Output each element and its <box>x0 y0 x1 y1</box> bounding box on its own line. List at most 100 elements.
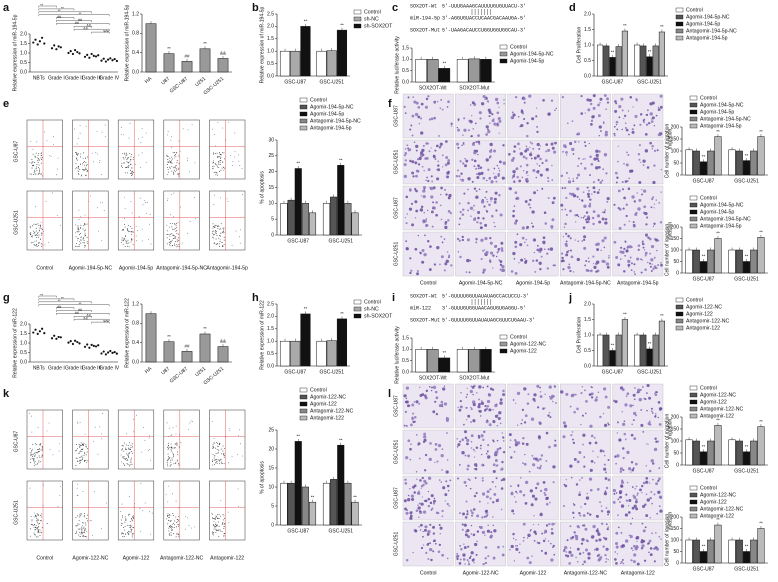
cell <box>538 421 541 424</box>
event <box>238 160 240 162</box>
cell <box>437 550 441 553</box>
cell <box>536 163 538 165</box>
event <box>173 172 175 174</box>
cell <box>560 252 564 255</box>
event <box>38 169 40 171</box>
cell <box>467 454 471 458</box>
cell <box>547 540 550 542</box>
cell <box>629 404 633 408</box>
cell <box>414 529 418 533</box>
cell <box>440 99 442 101</box>
cell <box>515 547 519 551</box>
cell <box>472 419 476 423</box>
cell <box>425 389 429 393</box>
x-tick-label: Grade III <box>82 365 101 371</box>
cell <box>580 423 582 426</box>
legend-label: Control <box>510 334 527 340</box>
event <box>76 448 78 450</box>
cell <box>447 196 451 200</box>
event <box>212 237 214 239</box>
event <box>235 230 237 232</box>
cell <box>625 214 628 218</box>
cell <box>589 488 593 492</box>
significance-label: ** <box>745 153 749 158</box>
event <box>214 463 215 465</box>
cell <box>577 132 581 136</box>
cell <box>535 486 538 490</box>
cell <box>473 456 476 458</box>
event <box>212 531 213 533</box>
event <box>79 241 81 243</box>
cell <box>493 221 495 224</box>
significance-label: ** <box>648 49 652 54</box>
y-tick-label: 0.0 <box>402 79 409 85</box>
event <box>32 148 34 150</box>
panel-letter: l <box>388 388 391 400</box>
cell <box>500 479 503 482</box>
event <box>173 456 174 458</box>
cell <box>444 188 447 191</box>
event <box>214 224 216 226</box>
cell <box>433 100 437 104</box>
cell <box>652 180 656 185</box>
event <box>219 227 221 229</box>
event <box>85 445 87 447</box>
cell <box>629 95 633 99</box>
event <box>49 448 51 450</box>
cell <box>496 101 500 105</box>
cell <box>544 222 548 225</box>
cell <box>469 206 474 210</box>
cell <box>653 447 658 452</box>
cell <box>545 496 549 501</box>
cell <box>479 525 483 530</box>
cell <box>512 251 516 256</box>
event <box>222 245 224 247</box>
cell <box>403 105 406 109</box>
cell <box>442 166 444 168</box>
cell <box>473 562 475 564</box>
cell <box>548 385 552 389</box>
cell <box>480 401 485 405</box>
cell <box>650 459 654 463</box>
cell <box>531 142 534 145</box>
event <box>100 527 102 529</box>
cell <box>483 464 485 467</box>
cell <box>544 538 547 540</box>
cell <box>503 103 505 105</box>
event <box>41 234 42 236</box>
event <box>170 233 172 235</box>
cell <box>479 444 482 447</box>
cell <box>443 402 448 406</box>
cell <box>580 216 583 219</box>
cell <box>631 468 635 472</box>
cell <box>623 420 626 423</box>
y-tick-label: 2.0 <box>584 11 591 17</box>
significance-label: ** <box>611 50 615 55</box>
dot <box>104 60 107 63</box>
cell <box>423 253 427 257</box>
cell <box>466 393 469 396</box>
y-tick-label: 100 <box>671 247 680 253</box>
cell <box>461 238 465 242</box>
cell <box>613 132 616 135</box>
cell <box>659 105 663 109</box>
event <box>78 452 80 454</box>
cell <box>596 260 600 264</box>
event <box>173 216 175 218</box>
cell <box>484 223 488 227</box>
cell <box>476 175 480 180</box>
cell <box>422 483 425 487</box>
event <box>84 433 86 435</box>
cell <box>489 155 492 158</box>
event <box>171 158 173 160</box>
cell <box>420 102 424 106</box>
cell <box>405 559 409 562</box>
event <box>128 246 130 248</box>
cell <box>622 207 625 210</box>
event <box>217 224 219 226</box>
cell <box>497 167 500 170</box>
event <box>173 228 175 230</box>
cell <box>425 551 428 555</box>
event <box>136 240 138 242</box>
cell <box>545 431 549 435</box>
